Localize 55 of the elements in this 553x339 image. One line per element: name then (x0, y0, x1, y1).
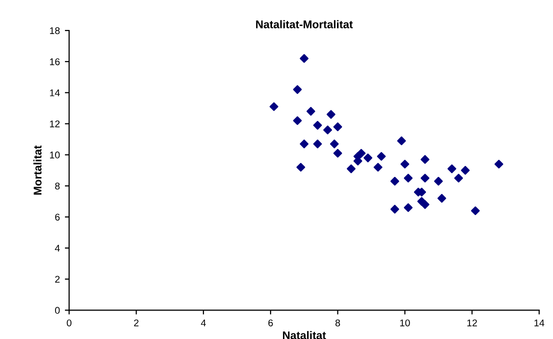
x-tick-label: 10 (400, 319, 410, 326)
point (390, 176, 400, 186)
x-tick-label: 4 (200, 320, 206, 326)
point (471, 206, 480, 216)
point (313, 140, 322, 148)
y-tick-label: 4 (54, 244, 60, 252)
point (390, 204, 400, 214)
x-tick-label: 2 (134, 319, 138, 326)
point (400, 160, 410, 168)
point (333, 148, 342, 158)
point (326, 110, 336, 119)
point (333, 122, 342, 132)
point (460, 166, 470, 175)
y-axis-title: Mortalitat (33, 145, 42, 195)
point (313, 120, 322, 130)
y-tick-label: 18 (50, 27, 60, 34)
y-tick-label: 6 (55, 214, 60, 221)
chart-title: Natalitat-Mortalitat (256, 20, 353, 28)
point (296, 162, 306, 172)
y-tick-label: 0 (55, 306, 60, 314)
point (323, 126, 332, 134)
x-tick-label: 14 (534, 320, 544, 326)
y-tick-label: 12 (50, 120, 60, 128)
point (300, 54, 309, 63)
x-axis-title: Natalitat (282, 331, 326, 339)
y-tick-label: 10 (50, 152, 60, 158)
point (364, 154, 372, 162)
x-tick-label: 6 (268, 319, 273, 326)
y-tick-label: 16 (50, 58, 60, 66)
point (404, 174, 413, 182)
point (448, 164, 456, 174)
y-tick-label: 2 (55, 276, 60, 283)
point (494, 160, 504, 168)
point (420, 174, 430, 182)
point (420, 155, 430, 164)
point (437, 194, 446, 203)
point (454, 174, 463, 182)
point (420, 200, 430, 209)
point (434, 176, 443, 186)
point (293, 116, 302, 125)
y-tick-label: 8 (55, 182, 60, 190)
x-tick-label: 8 (335, 319, 340, 326)
point (306, 106, 316, 116)
point (270, 102, 278, 112)
point (374, 162, 382, 172)
x-tick-label: 0 (66, 319, 72, 326)
point (330, 140, 339, 148)
point (397, 136, 406, 146)
y-tick-label: 14 (50, 89, 60, 96)
x-tick-label: 12 (467, 319, 477, 326)
point (300, 140, 309, 148)
point (377, 152, 386, 161)
point (293, 85, 302, 94)
point (404, 203, 413, 212)
point (346, 164, 356, 174)
